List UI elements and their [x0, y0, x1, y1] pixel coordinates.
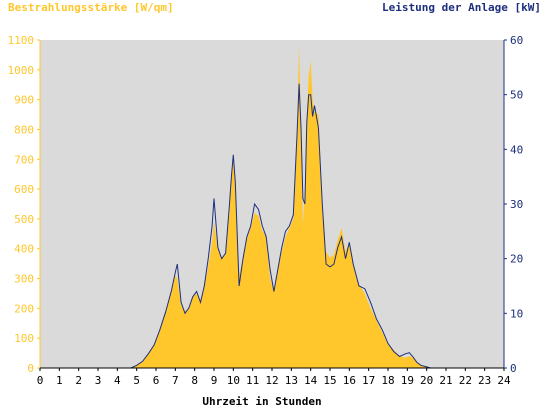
left-tick-label: 900 [14, 94, 34, 107]
x-tick-label: 14 [304, 374, 318, 387]
left-tick-label: 200 [14, 302, 34, 315]
left-tick-label: 100 [14, 332, 34, 345]
x-tick-label: 15 [323, 374, 336, 387]
right-tick-label: 10 [510, 307, 523, 320]
x-tick-label: 12 [265, 374, 278, 387]
axes [37, 39, 507, 371]
x-tick-label: 23 [478, 374, 491, 387]
x-tick-label: 11 [246, 374, 259, 387]
x-tick-label: 16 [343, 374, 356, 387]
x-tick-label: 10 [227, 374, 240, 387]
power-line-layer [40, 83, 504, 369]
right-tick-label: 60 [510, 34, 523, 47]
x-tick-label: 13 [285, 374, 298, 387]
right-tick-label: 0 [510, 362, 517, 375]
left-tick-label: 600 [14, 183, 34, 196]
left-tick-label: 1100 [8, 34, 35, 47]
left-tick-label: 0 [27, 362, 34, 375]
x-tick-label: 20 [420, 374, 433, 387]
x-tick-label: 0 [37, 374, 44, 387]
right-tick-label: 50 [510, 89, 523, 102]
x-axis-label: Uhrzeit in Stunden [202, 395, 321, 408]
right-axis-label: Leistung der Anlage [kW] [382, 1, 541, 14]
left-tick-label: 1000 [8, 64, 35, 77]
x-tick-label: 17 [362, 374, 375, 387]
x-tick-label: 4 [114, 374, 121, 387]
irradiance-area-layer [40, 46, 504, 368]
x-tick-label: 3 [95, 374, 102, 387]
left-tick-label: 800 [14, 123, 34, 136]
x-tick-label: 5 [133, 374, 140, 387]
left-tick-label: 400 [14, 243, 34, 256]
x-tick-label: 1 [56, 374, 63, 387]
x-tick-label: 7 [172, 374, 179, 387]
power-line [40, 83, 504, 369]
x-tick-label: 8 [191, 374, 198, 387]
x-tick-label: 21 [439, 374, 452, 387]
x-tick-label: 6 [153, 374, 160, 387]
left-tick-label: 300 [14, 273, 34, 286]
x-tick-label: 2 [75, 374, 82, 387]
right-tick-label: 30 [510, 198, 523, 211]
left-tick-label: 500 [14, 213, 34, 226]
left-tick-label: 700 [14, 153, 34, 166]
left-axis-label: Bestrahlungsstärke [W/qm] [8, 1, 174, 14]
x-tick-label: 24 [497, 374, 511, 387]
tick-labels: 0100200300400500600700800900100011000102… [8, 34, 524, 387]
irradiance-area [40, 46, 504, 368]
x-tick-label: 18 [381, 374, 394, 387]
x-tick-label: 9 [211, 374, 218, 387]
right-tick-label: 40 [510, 143, 523, 156]
x-tick-label: 22 [459, 374, 472, 387]
right-tick-label: 20 [510, 253, 523, 266]
x-tick-label: 19 [401, 374, 414, 387]
